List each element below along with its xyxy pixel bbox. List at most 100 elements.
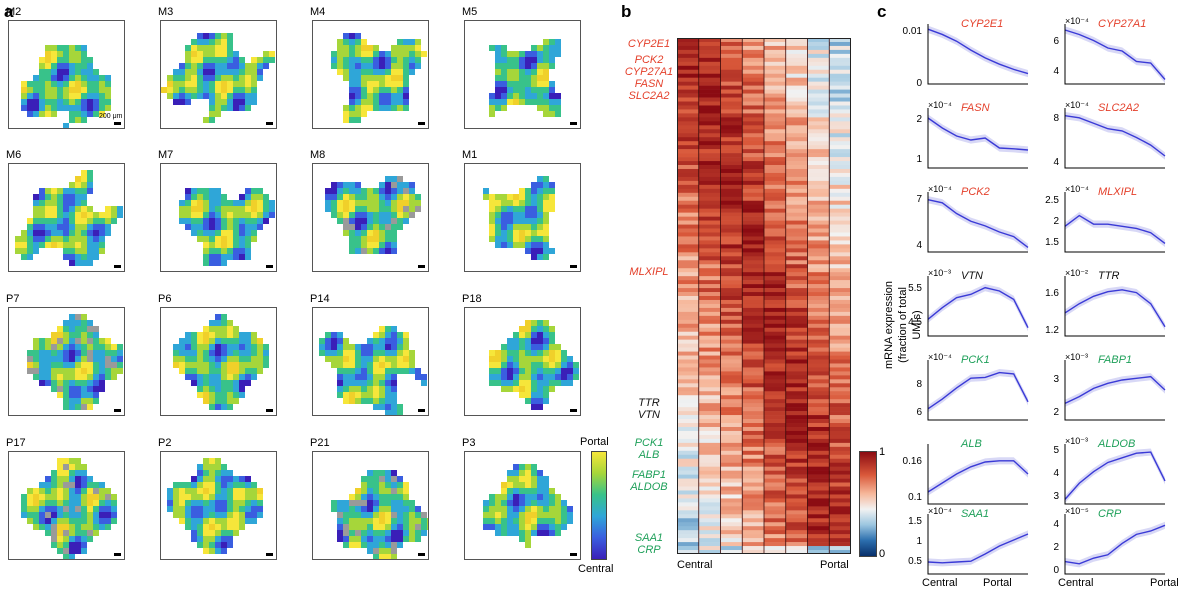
lineplot-cyp27a1 — [1064, 24, 1166, 85]
lineplot-ytick: 0 — [916, 78, 922, 89]
lineplot-title-cyp2e1: CYP2E1 — [961, 18, 1004, 30]
lineplot-ytick: 2 — [1053, 216, 1059, 227]
lineplot-multiplier-crp: ×10⁻⁵ — [1065, 506, 1089, 516]
lineplot-title-pck2: PCK2 — [961, 186, 990, 198]
lineplot-crp — [1064, 514, 1166, 575]
lineplot-series-mlxipl — [1064, 214, 1166, 244]
panel-a-letter: a — [4, 2, 14, 21]
zonation-heatmap — [677, 38, 851, 554]
lineplot-title-alb: ALB — [961, 438, 982, 450]
lineplot-band-ttr — [1065, 286, 1165, 331]
lineplot-title-slc2a2: SLC2A2 — [1098, 102, 1139, 114]
lineplot-aldob — [1064, 444, 1166, 505]
lineplot-series-pck2 — [927, 199, 1029, 248]
lineplot-ytick: 8 — [1053, 112, 1059, 124]
lineplot-ytick: 2 — [1053, 407, 1059, 419]
lineplot-series-pck1 — [927, 371, 1029, 410]
tissue-map-p6 — [160, 307, 277, 416]
lineplot-pck1 — [927, 360, 1029, 421]
heatmap-gene-label-saa1: SAA1 — [634, 532, 664, 544]
lineplot-band-pck1 — [928, 368, 1028, 413]
lineplot-xlabel-central-right: Central — [1058, 577, 1094, 589]
tissue-map-m1 — [464, 163, 581, 272]
lineplot-ytick: 2 — [916, 114, 922, 125]
lineplot-multiplier-ttr: ×10⁻² — [1065, 268, 1089, 278]
lineplot-multiplier-vtn: ×10⁻³ — [928, 268, 952, 278]
lineplot-ytick: 4.5 — [908, 316, 922, 328]
sample-label-m7: M7 — [158, 149, 174, 161]
lineplot-ytick: 5.5 — [908, 283, 922, 295]
lineplot-band-cyp2e1 — [928, 25, 1028, 78]
lineplot-ytick: 1.5 — [1045, 237, 1059, 249]
lineplot-series-vtn — [927, 286, 1029, 328]
sample-label-p7: P7 — [6, 293, 20, 305]
heatmap-gene-label-cyp2e1: CYP2E1 — [627, 38, 671, 50]
lineplot-series-fasn — [927, 117, 1029, 151]
lineplot-band-alb — [928, 457, 1028, 496]
heatmap-gene-label-alb: ALB — [638, 449, 660, 461]
tissue-map-p2 — [160, 451, 277, 560]
sample-label-m4: M4 — [310, 6, 326, 18]
lineplot-band-fasn — [928, 114, 1028, 154]
lineplot-band-fabp1 — [1065, 373, 1165, 407]
panel-b-letter: b — [621, 2, 632, 21]
lineplot-mlxipl — [1064, 192, 1166, 253]
lineplot-title-fasn: FASN — [961, 102, 990, 114]
lineplot-title-fabp1: FABP1 — [1098, 354, 1133, 366]
lineplot-ytick: 6 — [1053, 36, 1059, 47]
tissue-map-m5 — [464, 20, 581, 129]
lineplot-series-saa1 — [927, 533, 1029, 564]
lineplot-fabp1 — [1064, 360, 1166, 421]
lineplot-ytick: 0.16 — [902, 456, 922, 467]
tissue-map-m8 — [312, 163, 429, 272]
lineplot-series-slc2a2 — [1064, 114, 1166, 157]
lineplot-multiplier-saa1: ×10⁻⁴ — [928, 506, 952, 516]
lineplot-ytick: 1 — [916, 154, 922, 165]
sample-label-m5: M5 — [462, 6, 478, 18]
lineplot-ytick: 1.2 — [1045, 325, 1059, 337]
sample-label-p6: P6 — [158, 293, 172, 305]
colorbar-portal-label: Portal — [580, 436, 609, 448]
lineplot-ytick: 6 — [916, 407, 922, 419]
lineplot-ytick: 4 — [1053, 156, 1059, 168]
panel-c-letter: c — [877, 2, 887, 21]
scalebar-label: 200 μm — [99, 113, 123, 120]
lineplot-title-crp: CRP — [1098, 508, 1122, 520]
lineplot-fasn — [927, 108, 1029, 169]
heatmap-gene-label-cyp27a1: CYP27A1 — [624, 66, 674, 78]
lineplot-band-crp — [1065, 521, 1165, 568]
lineplot-ytick: 3 — [1053, 491, 1059, 503]
heatmap-gene-label-pck1: PCK1 — [634, 437, 664, 449]
heatmap-gene-label-aldob: ALDOB — [630, 481, 668, 493]
lineplot-title-vtn: VTN — [961, 270, 983, 282]
tissue-map-m4 — [312, 20, 429, 129]
lineplot-saa1 — [927, 514, 1029, 575]
lineplot-series-alb — [927, 460, 1029, 493]
lineplot-ytick: 4 — [916, 239, 922, 251]
lineplot-multiplier-cyp27a1: ×10⁻⁴ — [1065, 16, 1089, 26]
tissue-map-p14 — [312, 307, 429, 416]
lineplot-title-saa1: SAA1 — [961, 508, 990, 520]
lineplot-band-cyp27a1 — [1065, 26, 1165, 84]
lineplot-band-slc2a2 — [1065, 112, 1165, 160]
lineplot-xlabel-portal-left: Portal — [983, 577, 1012, 589]
sample-label-m2: M2 — [6, 6, 22, 18]
lineplot-multiplier-pck2: ×10⁻⁴ — [928, 184, 952, 194]
sample-label-p3: P3 — [462, 437, 476, 449]
heatmap-gene-label-fasn: FASN — [634, 78, 664, 90]
tissue-map-p7 — [8, 307, 125, 416]
lineplot-ytick: 2.5 — [1045, 194, 1059, 206]
heatmap-colorbar-min: 0 — [879, 548, 886, 560]
lineplot-band-aldob — [1065, 448, 1165, 503]
heatmap-gene-label-ttr: TTR — [638, 397, 660, 409]
lineplot-pck2 — [927, 192, 1029, 253]
sample-label-m3: M3 — [158, 6, 174, 18]
lineplot-multiplier-aldob: ×10⁻³ — [1065, 436, 1089, 446]
lineplot-ytick: 1 — [916, 536, 922, 547]
lineplot-ytick: 2 — [1053, 541, 1059, 553]
lineplot-xlabel-central-left: Central — [922, 577, 958, 589]
lineplot-ytick: 0.1 — [908, 492, 922, 503]
lineplot-ytick: 4 — [1053, 519, 1059, 531]
lineplot-ytick: 3 — [1053, 374, 1059, 385]
heatmap-xlabel-central: Central — [677, 559, 713, 571]
